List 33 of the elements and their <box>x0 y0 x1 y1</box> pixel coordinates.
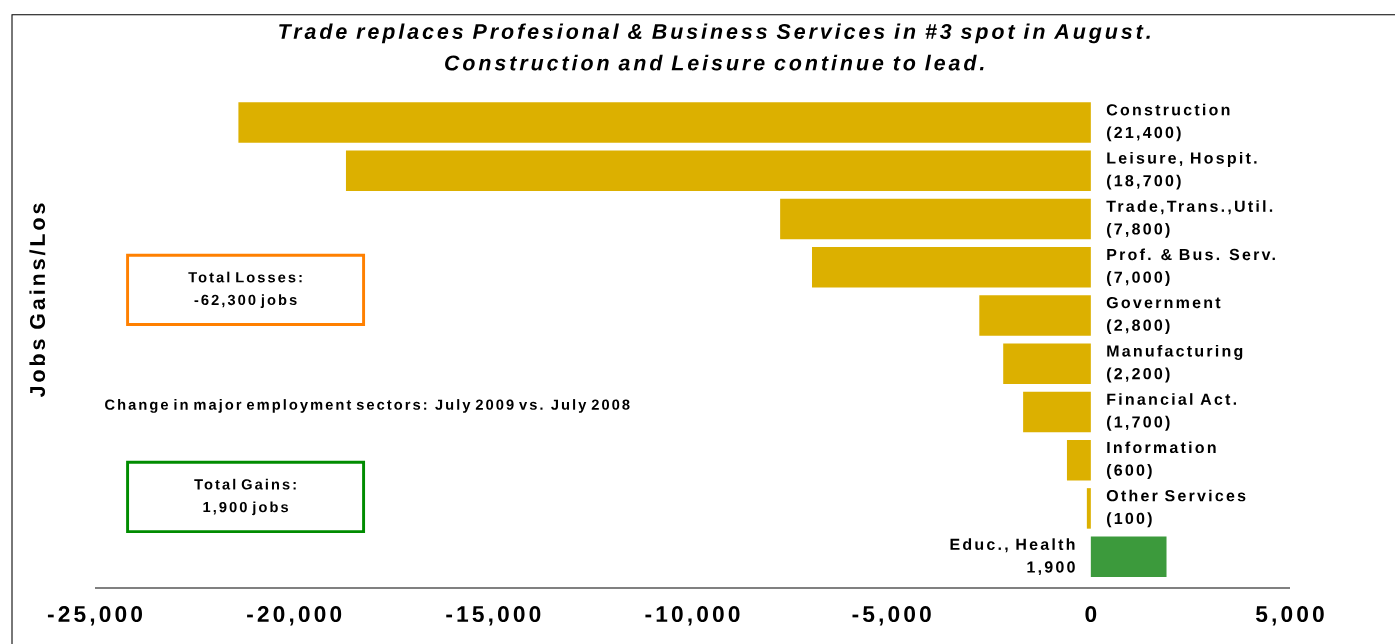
data-label: (18,700) <box>1107 174 1181 190</box>
y-tick-label: Other Services <box>1106 489 1246 502</box>
data-label: (21,400) <box>1107 126 1181 142</box>
annotation: Change in major employment sectors: July 2009 vs. July 2008 <box>105 399 630 413</box>
data-label: (600) <box>1107 464 1152 479</box>
x-tick-label: -15,000 <box>446 606 541 626</box>
x-tick-label: -20,000 <box>247 606 342 626</box>
x-tick-label: -10,000 <box>645 606 740 626</box>
annotation: Total Gains: 1,900 jobs <box>194 478 296 516</box>
data-label: 1,900 <box>1027 561 1075 576</box>
data-label: (1,700) <box>1107 415 1170 431</box>
data-label: (100) <box>1107 512 1152 528</box>
chart-subtitle: Construction and Leisure continue to lead. <box>445 54 984 71</box>
y-tick-label: Prof. & Bus. Serv. <box>1107 248 1275 261</box>
y-tick-label: Financial Act. <box>1107 393 1237 405</box>
x-tick-label: 0 <box>1085 606 1097 623</box>
y-tick-label: Educ., Health <box>950 538 1075 553</box>
chart-title: Trade replaces Profesional & Business Services in #3 spot in August. <box>279 23 1150 44</box>
y-axis-title: Jobs Gains/Los <box>29 203 46 398</box>
y-tick-label: Trade,Trans.,Util. <box>1106 200 1273 215</box>
data-label: (2,200) <box>1107 367 1170 383</box>
data-label: (7,000) <box>1107 271 1170 287</box>
y-tick-label: Construction <box>1106 103 1230 116</box>
y-tick-label: Information <box>1107 441 1216 454</box>
x-tick-label: 5,000 <box>1255 606 1324 626</box>
x-tick-label: -5,000 <box>852 606 931 626</box>
y-tick-label: Leisure, Hospit. <box>1107 151 1257 167</box>
annotation: Total Losses: -62,300 jobs <box>188 271 302 308</box>
x-tick-label: -25,000 <box>47 606 142 626</box>
data-label: (7,800) <box>1107 222 1170 238</box>
data-label: (2,800) <box>1107 319 1170 335</box>
y-tick-label: Manufacturing <box>1107 344 1243 360</box>
y-tick-label: Government <box>1106 296 1221 309</box>
